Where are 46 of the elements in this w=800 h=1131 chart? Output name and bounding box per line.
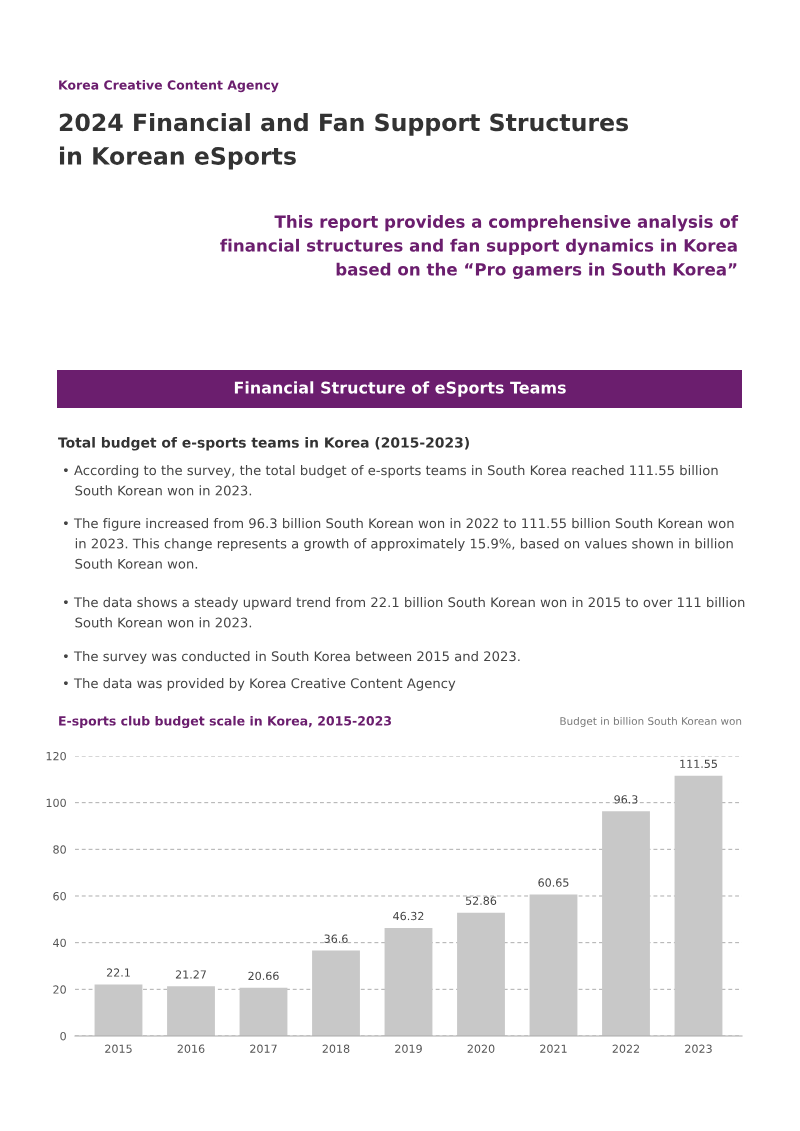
x-tick-label: 2019	[395, 1044, 422, 1053]
x-tick-label: 2017	[250, 1044, 277, 1053]
bar	[602, 811, 650, 1036]
x-tick-label: 2015	[105, 1044, 132, 1053]
y-axis-title: Budget in billion South Korean won	[560, 716, 742, 728]
y-tick-label: 20	[53, 985, 66, 994]
data-label: 21.27	[175, 970, 206, 979]
text: 2024 Financial and Fan Support Structures in Korean eSports	[59, 113, 629, 170]
bar	[94, 984, 143, 1036]
x-tick-label: 2022	[612, 1044, 640, 1053]
bar	[674, 775, 723, 1036]
bar	[384, 927, 433, 1036]
text: Financial Structure of eSports Teams	[234, 381, 566, 397]
bar	[312, 950, 360, 1036]
text: • The survey was conducted in South Korea between 2015 and 2023.	[63, 651, 520, 664]
y-tick-label: 40	[53, 938, 66, 948]
bar	[529, 894, 578, 1036]
y-tick-label: 80	[53, 845, 66, 854]
text: Total budget of e-sports teams in Korea (2015-2023)	[58, 437, 469, 451]
x-tick-label: 2021	[540, 1044, 567, 1053]
bar	[239, 987, 288, 1036]
data-label: 111.55	[680, 759, 717, 769]
bar	[457, 912, 505, 1036]
text: • The data shows a steady upward trend from 22.1 billion South Korean won in 2015 to over 111 billion South Korean won in 2023.	[63, 597, 745, 628]
data-label: 60.65	[538, 878, 569, 887]
y-tick-label: 120	[46, 751, 66, 761]
bar	[167, 986, 215, 1036]
y-tick-label: 0	[60, 1031, 66, 1041]
data-label: 96.3	[614, 795, 638, 804]
x-tick-label: 2020	[467, 1044, 495, 1053]
text: • The figure increased from 96.3 billion South Korean won in 2022 to 111.55 billion South Korean won in 2023. This change represents a growth of approximately 15.9%, based on values shown in billion South Korean won.	[63, 518, 734, 569]
x-tick-label: 2023	[685, 1044, 712, 1053]
data-label: 46.32	[393, 911, 424, 921]
x-tick-label: 2018	[322, 1044, 350, 1053]
data-label: 36.6	[324, 934, 348, 943]
data-label: 22.1	[106, 968, 130, 977]
text: • According to the survey, the total budget of e-sports teams in South Korea reached 111.55 billion South Korean won in 2023.	[63, 465, 718, 496]
chart-title: E-sports club budget scale in Korea, 2015-2023	[59, 715, 392, 729]
y-tick-label: 60	[53, 891, 66, 901]
text: This report provides a comprehensive analysis of financial structures and fan support dynamics in Korea based on the “Pro gamers in South Korea”	[220, 215, 739, 279]
text: Korea Creative Content Agency	[59, 80, 279, 93]
data-label: 52.86	[465, 896, 497, 905]
text: • The data was provided by Korea Creative Content Agency	[63, 678, 456, 691]
data-label: 20.66	[248, 971, 279, 981]
y-tick-label: 100	[46, 798, 66, 808]
x-tick-label: 2016	[177, 1044, 205, 1053]
